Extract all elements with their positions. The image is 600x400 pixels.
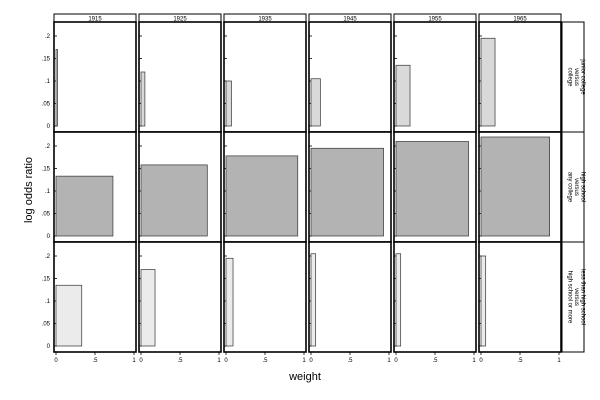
column-header: 1935	[258, 16, 272, 22]
x-tick-label: 0	[54, 358, 58, 364]
x-axis-label: weight	[288, 371, 321, 383]
y-tick-label: .2	[45, 34, 51, 40]
bar	[140, 269, 156, 347]
panel-frame	[393, 241, 477, 353]
panel-frame	[53, 21, 137, 133]
bar	[310, 147, 384, 237]
x-tick-label: .5	[347, 358, 353, 364]
y-tick-label: .2	[45, 254, 51, 260]
x-tick-label: 0	[394, 358, 398, 364]
panel-frame	[223, 241, 307, 353]
panel-grid: 1915 1925 1935 1945 1955 1965 0 .05 .1 .15 .2 junio…	[42, 13, 586, 364]
bar	[55, 284, 83, 347]
column-header: 1945	[343, 16, 357, 22]
x-tick-label: .5	[262, 358, 268, 364]
y-tick-label: 0	[47, 234, 51, 240]
column-header: 1925	[173, 16, 187, 22]
y-tick-label: .05	[42, 212, 51, 218]
y-tick-label: .1	[45, 299, 51, 305]
bar	[225, 155, 299, 237]
bar	[395, 141, 469, 237]
row-label-line: junior college	[580, 58, 586, 95]
y-tick-label: .1	[45, 79, 51, 85]
y-tick-label: .05	[42, 102, 51, 108]
panel-frame	[138, 21, 222, 133]
bar	[310, 78, 321, 127]
panel-frame	[308, 241, 392, 353]
bar	[480, 255, 487, 347]
bar	[225, 80, 232, 127]
bar	[480, 37, 496, 127]
x-tick-label: 1	[557, 358, 561, 364]
row-label-line: high school	[580, 172, 586, 202]
x-tick-label: .5	[432, 358, 438, 364]
bar	[140, 71, 146, 127]
bar	[55, 175, 114, 237]
panel-frame	[223, 21, 307, 133]
y-tick-label: .1	[45, 189, 51, 195]
x-tick-label: 1	[132, 358, 136, 364]
x-tick-label: 1	[302, 358, 306, 364]
x-tick-label: 1	[472, 358, 476, 364]
x-tick-label: 0	[224, 358, 228, 364]
y-tick-label: .15	[42, 167, 51, 173]
y-tick-label: .15	[42, 277, 51, 283]
bar	[140, 164, 208, 237]
panel-frame	[478, 241, 562, 353]
x-tick-label: .5	[517, 358, 523, 364]
y-tick-label: 0	[47, 344, 51, 350]
row-label-line: high school or more	[567, 271, 573, 324]
x-tick-label: 1	[387, 358, 391, 364]
y-tick-label: .2	[45, 144, 51, 150]
row-label-line: any college	[567, 172, 573, 203]
column-header: 1965	[513, 16, 527, 22]
row-label-line: versus	[573, 178, 579, 196]
column-header: 1915	[88, 16, 102, 22]
x-tick-label: 0	[139, 358, 143, 364]
x-tick-label: 0	[479, 358, 483, 364]
bar	[225, 257, 234, 347]
row-label-line: versus	[573, 288, 579, 306]
bar	[395, 253, 402, 347]
panel-frame	[308, 21, 392, 133]
row-label-box	[561, 241, 585, 353]
x-tick-label: .5	[92, 358, 98, 364]
y-tick-label: .15	[42, 57, 51, 63]
row-label-line: less than high school	[580, 269, 586, 325]
x-tick-label: 0	[309, 358, 313, 364]
x-tick-label: .5	[177, 358, 183, 364]
row-label-line: versus	[573, 68, 579, 86]
bar	[395, 64, 411, 127]
bar	[310, 253, 317, 347]
y-tick-label: .05	[42, 322, 51, 328]
bar	[480, 136, 550, 237]
y-tick-label: 0	[47, 124, 51, 130]
row-label-line: college	[567, 67, 573, 87]
bar	[55, 49, 58, 127]
column-header: 1955	[428, 16, 442, 22]
y-axis-label: log odds ratio	[23, 157, 35, 223]
x-tick-label: 1	[217, 358, 221, 364]
